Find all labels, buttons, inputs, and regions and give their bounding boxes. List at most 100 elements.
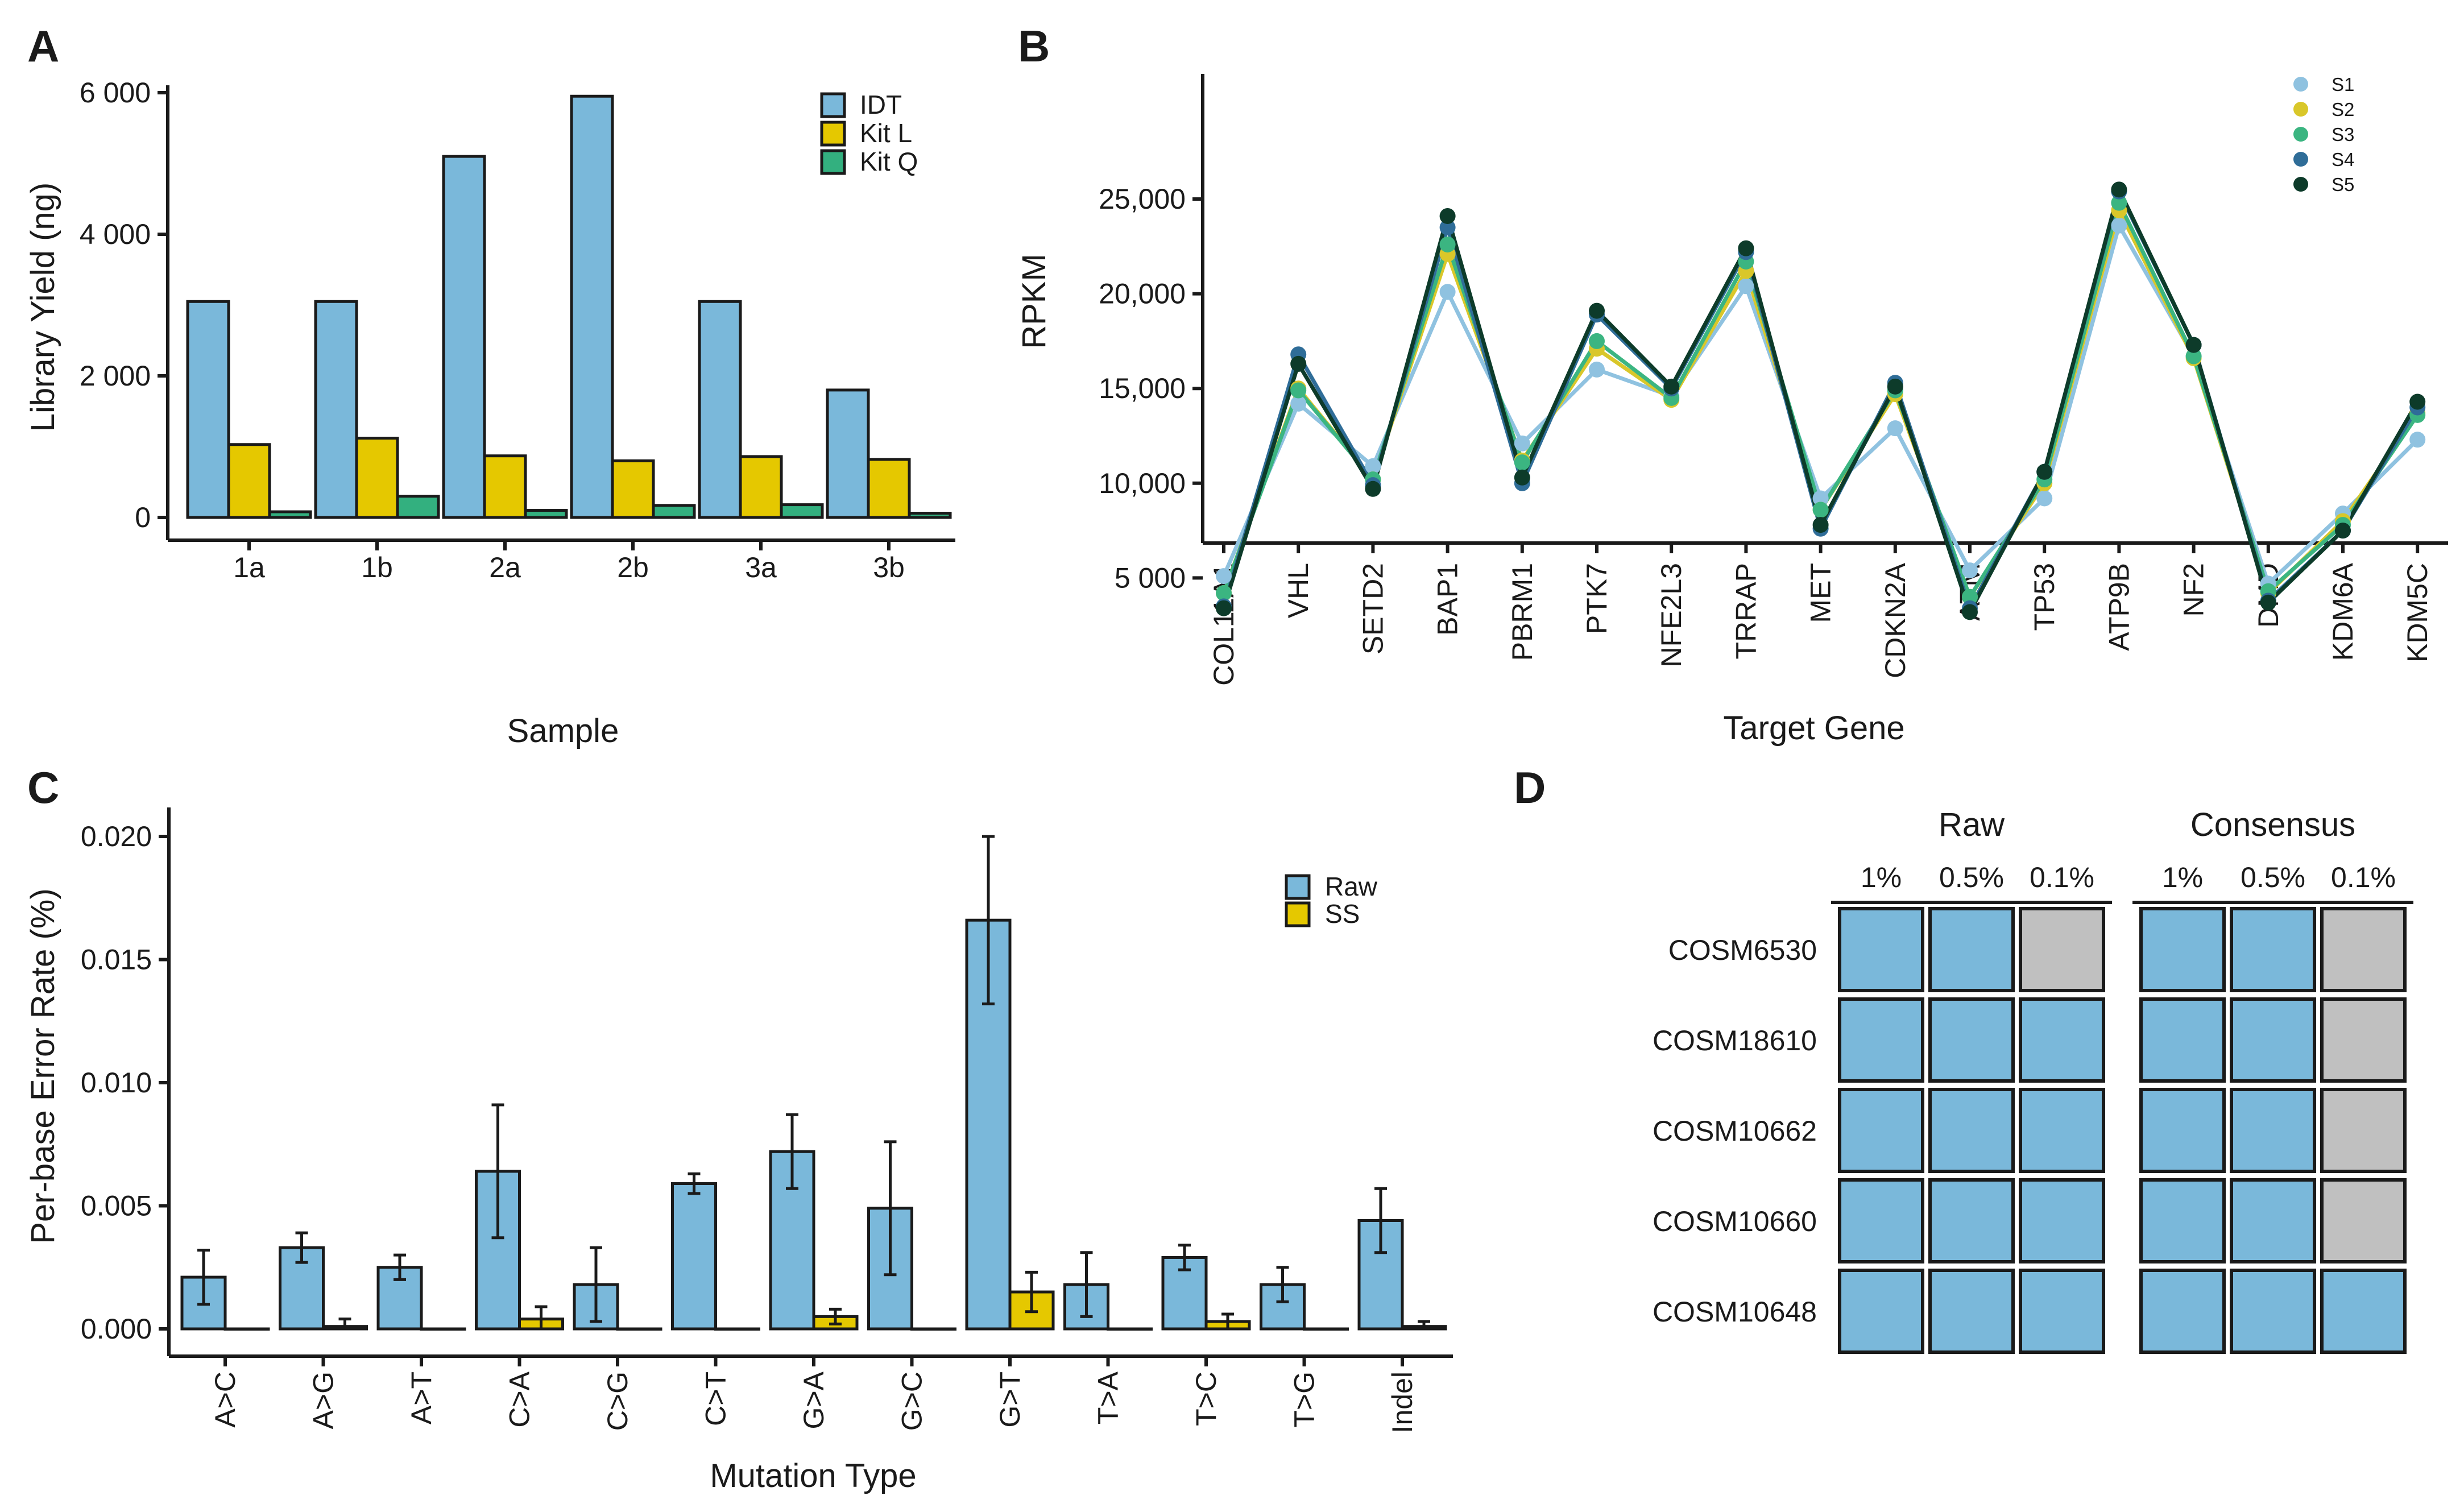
panel-label-b: B <box>1018 21 1050 71</box>
legend-label: S1 <box>2332 74 2354 95</box>
legend-swatch <box>820 149 846 175</box>
data-point <box>1962 562 1978 579</box>
bar <box>908 512 952 519</box>
legend-label: Kit L <box>860 118 912 148</box>
bar <box>186 300 230 519</box>
heatmap-cell <box>2320 1088 2407 1173</box>
y-tick-label: 0.000 <box>81 1313 152 1345</box>
x-tick-label: 2a <box>489 552 521 583</box>
data-point <box>2409 432 2426 448</box>
heatmap-cell <box>1928 1088 2015 1173</box>
heatmap-cell <box>1838 1088 1924 1173</box>
heatmap-cell <box>2230 997 2316 1083</box>
x-tick-label: G>C <box>896 1372 928 1431</box>
data-point <box>1290 355 1307 372</box>
data-point <box>2260 594 2276 611</box>
y-tick-label: 5 000 <box>1115 562 1186 594</box>
data-point <box>1962 604 1978 620</box>
bar <box>524 509 568 519</box>
x-tick-label: C>T <box>700 1372 732 1426</box>
data-point <box>1589 361 1605 378</box>
heatmap-cell <box>1928 907 2015 992</box>
bar <box>671 1182 717 1331</box>
heatmap-cell <box>2139 997 2226 1083</box>
legend-marker <box>2293 177 2308 192</box>
x-tick-label: T>C <box>1190 1372 1222 1426</box>
data-point <box>1439 208 1456 224</box>
y-axis-title: RPKM <box>1016 254 1053 349</box>
data-point <box>2185 348 2202 364</box>
x-tick-label: VHL <box>1282 563 1314 618</box>
data-point <box>1738 240 1754 256</box>
bar <box>867 458 911 519</box>
data-point <box>1439 284 1456 300</box>
x-tick-label: SETD2 <box>1357 563 1389 654</box>
bar <box>396 495 440 519</box>
legend-label: SS <box>1325 899 1360 929</box>
y-tick-label: 0.020 <box>81 821 152 852</box>
group-header: Raw <box>1939 806 2005 843</box>
data-point <box>1514 454 1530 471</box>
data-point <box>1216 585 1232 602</box>
column-header: 0.1% <box>2331 861 2396 893</box>
data-point <box>2036 490 2053 507</box>
y-tick-label: 10,000 <box>1099 467 1186 499</box>
heatmap-cell <box>1838 1178 1924 1263</box>
x-tick-label: PBRM1 <box>1506 563 1538 661</box>
data-point <box>1514 435 1530 451</box>
y-tick-label: 4 000 <box>80 218 151 250</box>
x-tick-label: C>A <box>504 1371 536 1427</box>
y-axis-title: Library Yield (ng) <box>24 183 61 432</box>
x-tick-label: KDM5C <box>2401 563 2433 662</box>
y-tick-label: 0 <box>135 502 151 533</box>
data-point <box>1365 458 1381 474</box>
x-tick-label: C>G <box>602 1372 633 1431</box>
heatmap-cell <box>2139 1269 2226 1354</box>
legend-swatch <box>820 121 846 147</box>
y-tick-label: 0.010 <box>81 1067 152 1099</box>
panel-label-c: C <box>27 763 59 813</box>
column-header: 0.5% <box>2241 861 2305 893</box>
data-point <box>2036 463 2053 480</box>
heatmap-cell <box>1928 1178 2015 1263</box>
data-point <box>2111 194 2127 211</box>
x-tick-label: TRRAP <box>1730 563 1762 659</box>
row-label: COSM6530 <box>1668 934 1817 966</box>
data-point <box>1962 589 1978 605</box>
y-tick-label: 25,000 <box>1099 183 1186 215</box>
heatmap-cell <box>2019 1269 2105 1354</box>
y-axis-title: Per-base Error Rate (%) <box>24 888 61 1244</box>
data-point <box>1216 600 1232 616</box>
heatmap-cell <box>2019 907 2105 992</box>
heatmap-cell <box>1928 1269 2015 1354</box>
heatmap-cell <box>2139 907 2226 992</box>
heatmap-cell <box>1838 997 1924 1083</box>
x-tick-label: G>A <box>798 1371 830 1429</box>
x-tick-label: 3b <box>873 552 905 583</box>
data-point <box>1812 502 1829 518</box>
x-tick-label: T>G <box>1289 1372 1320 1428</box>
data-point <box>1663 378 1680 395</box>
bar <box>611 459 655 519</box>
panel-label-d: D <box>1514 763 1546 813</box>
row-label: COSM10660 <box>1653 1205 1817 1237</box>
legend-marker <box>2293 127 2308 142</box>
data-point <box>1887 378 1903 395</box>
heatmap-cell <box>1928 997 2015 1083</box>
heatmap-cell <box>2230 1269 2316 1354</box>
column-header: 1% <box>1861 861 1902 893</box>
heatmap-cell <box>2320 907 2407 992</box>
legend-label: S3 <box>2332 124 2354 145</box>
x-tick-label: MET <box>1805 563 1837 623</box>
legend-label: IDT <box>860 90 902 119</box>
bar <box>826 388 870 519</box>
data-point <box>1439 219 1456 235</box>
bar <box>698 300 742 519</box>
heatmap-cell <box>2019 997 2105 1083</box>
data-point <box>1290 395 1307 412</box>
x-tick-label: 3a <box>745 552 777 583</box>
legend-label: S2 <box>2332 99 2354 120</box>
heatmap-cell <box>2139 1088 2226 1173</box>
